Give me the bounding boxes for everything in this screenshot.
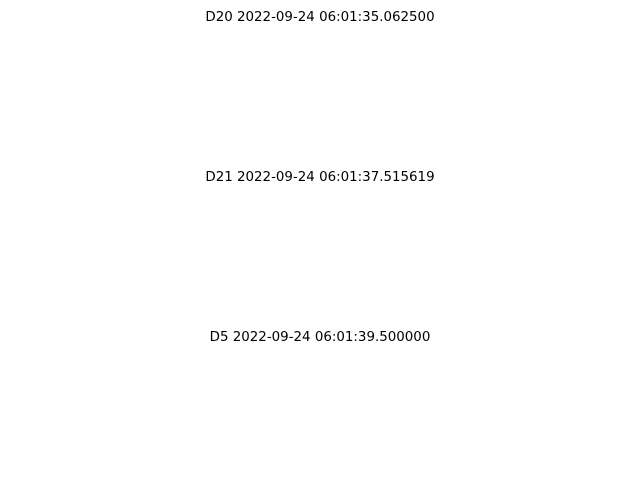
panel-3-title: D5 2022-09-24 06:01:39.500000 bbox=[209, 330, 431, 345]
panel-1-title: D20 2022-09-24 06:01:35.062500 bbox=[205, 10, 435, 25]
panel-2-title: D21 2022-09-24 06:01:37.515619 bbox=[205, 170, 435, 185]
